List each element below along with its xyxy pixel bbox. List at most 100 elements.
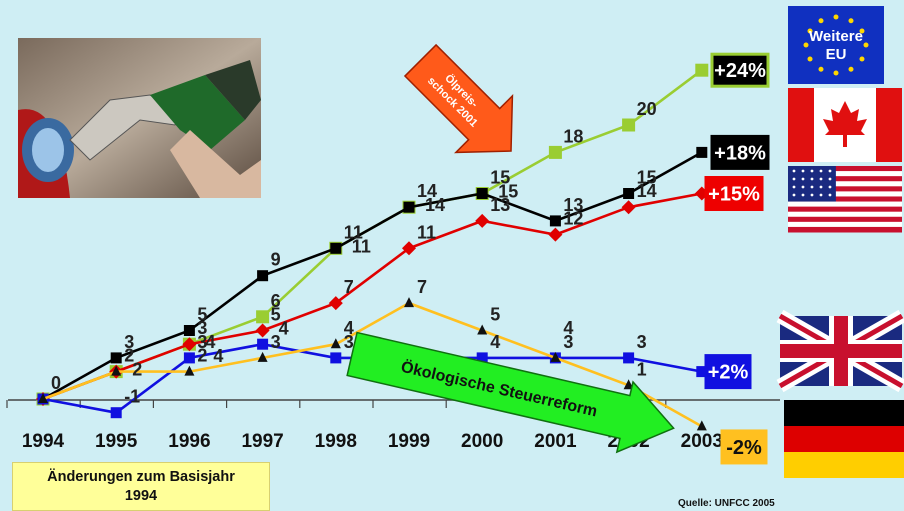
data-point xyxy=(475,213,490,228)
data-point xyxy=(404,297,414,308)
data-point xyxy=(328,296,343,311)
data-point xyxy=(330,338,341,349)
end-value-badge xyxy=(704,176,764,211)
star-icon xyxy=(818,66,824,72)
data-point xyxy=(549,215,561,227)
eco-reform-arrow xyxy=(346,331,675,454)
data-point xyxy=(622,118,636,132)
data-point xyxy=(696,146,708,158)
data-label: 15 xyxy=(498,182,518,202)
usa-flag xyxy=(788,166,902,233)
data-label: 3 xyxy=(124,332,134,352)
uk-flag xyxy=(776,309,904,393)
data-label: 3 xyxy=(197,318,207,338)
data-point xyxy=(623,379,634,390)
data-label: 5 xyxy=(271,305,281,325)
data-label: 5 xyxy=(490,305,500,325)
star-icon xyxy=(803,42,809,48)
end-value-label: +15% xyxy=(708,184,760,206)
star-icon xyxy=(807,28,813,34)
data-label: 18 xyxy=(563,126,583,146)
data-label: 11 xyxy=(417,222,436,242)
data-point xyxy=(111,365,122,376)
star-icon xyxy=(807,56,813,62)
end-value-label: -2% xyxy=(726,437,762,459)
data-label: 2 xyxy=(197,346,207,366)
series-line xyxy=(42,301,703,428)
data-label: 4 xyxy=(490,332,500,352)
data-point xyxy=(256,310,270,324)
oil-shock-label: Ölpreis- schock 2001 xyxy=(425,64,490,129)
data-label: 11 xyxy=(352,236,371,256)
data-label: 6 xyxy=(271,291,281,311)
data-label: 14 xyxy=(417,181,437,201)
data-label: 7 xyxy=(344,277,354,297)
data-point xyxy=(695,63,709,77)
data-point xyxy=(183,325,195,336)
data-label: 2 xyxy=(124,346,134,366)
basis-note-line1: Änderungen zum Basisjahr xyxy=(47,469,235,485)
germany-flag xyxy=(784,400,904,478)
data-label: 5 xyxy=(197,305,207,325)
data-point xyxy=(38,393,48,403)
data-point xyxy=(623,188,635,199)
data-label: 4 xyxy=(344,318,354,338)
eco-reform-label: Ökologische Steuerreform xyxy=(399,357,599,421)
x-tick-label: 2000 xyxy=(461,431,503,452)
data-label: 3 xyxy=(344,332,354,352)
data-point xyxy=(623,352,635,364)
series-line xyxy=(42,151,703,401)
data-point xyxy=(257,338,269,350)
eu-flag-label: Weitere xyxy=(809,28,863,45)
data-label: 9 xyxy=(271,250,281,270)
data-label: 3 xyxy=(637,332,647,352)
data-point xyxy=(621,200,636,215)
data-point xyxy=(476,352,488,364)
data-point xyxy=(476,188,488,199)
data-label: 4 xyxy=(213,346,223,366)
oil-shock-arrow xyxy=(403,43,514,154)
data-point xyxy=(696,420,707,431)
maple-leaf-icon xyxy=(823,101,867,147)
data-point xyxy=(110,407,122,419)
end-value-badge xyxy=(704,354,752,390)
data-label: 3 xyxy=(197,332,207,352)
data-point xyxy=(255,323,270,338)
data-label: 12 xyxy=(563,209,583,229)
eu-flag-label: EU xyxy=(826,46,847,63)
data-point xyxy=(183,352,195,364)
data-label: 3 xyxy=(563,332,573,352)
data-point xyxy=(402,241,416,256)
data-point xyxy=(548,145,562,159)
data-point xyxy=(110,352,122,364)
data-label: 14 xyxy=(425,195,445,215)
data-point xyxy=(184,365,195,376)
end-value-badge xyxy=(720,429,768,465)
data-label: -1 xyxy=(124,387,140,407)
data-label: 4 xyxy=(279,319,289,339)
data-label: 4 xyxy=(205,332,215,352)
star-icon xyxy=(859,56,865,62)
star-icon xyxy=(818,18,824,24)
data-point xyxy=(257,351,268,362)
data-label: 13 xyxy=(563,195,583,215)
source-note: Quelle: UNFCC 2005 xyxy=(678,498,775,509)
data-point xyxy=(330,242,342,254)
end-value-badge xyxy=(710,134,770,170)
data-point xyxy=(477,324,488,335)
data-label: 1 xyxy=(637,359,647,379)
end-value-label: +2% xyxy=(708,362,749,384)
x-tick-label: 1998 xyxy=(315,431,357,452)
data-label: 15 xyxy=(490,168,510,188)
series-line xyxy=(42,192,703,401)
x-tick-label: 1994 xyxy=(22,431,65,452)
data-label: 4 xyxy=(563,318,573,338)
x-tick-label: 1995 xyxy=(95,431,138,452)
data-label: 20 xyxy=(637,99,657,119)
data-point xyxy=(403,201,415,213)
data-label: 15 xyxy=(637,168,657,188)
data-label: 3 xyxy=(271,332,281,352)
x-tick-label: 2001 xyxy=(534,431,577,452)
